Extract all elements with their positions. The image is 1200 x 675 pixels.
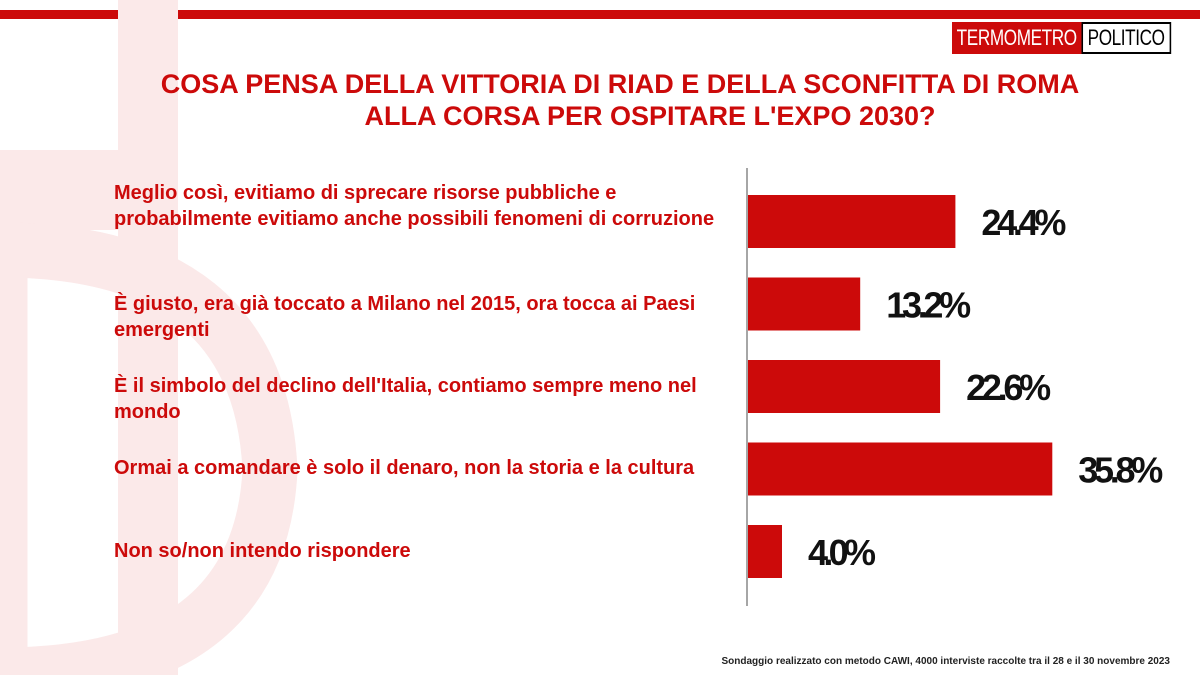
bar-3	[748, 360, 941, 413]
bar-5	[748, 525, 782, 578]
bar-2	[748, 277, 861, 331]
background-logo-watermark	[0, 0, 298, 675]
chart-title: COSA PENSA DELLA VITTORIA DI RIAD E DELL…	[80, 68, 1160, 132]
answer-label-4: Ormai a comandare è solo il denaro, non …	[114, 457, 695, 479]
title-line-1: COSA PENSA DELLA VITTORIA DI RIAD E DELL…	[160, 69, 1080, 99]
bar-value-label-2: 13.2%	[886, 285, 971, 326]
logo-part-2: POLITICO	[1081, 22, 1171, 54]
bar-value-label-3: 22.6%	[966, 367, 1051, 408]
bar-chart: 24.4% 13.2% 22.6% 35.8% 4.0%	[746, 168, 1163, 606]
logo-part-1: TERMOMETRO	[952, 22, 1082, 54]
answer-label-5: Non so/non intendo rispondere	[114, 540, 411, 562]
answer-label-3: È il simbolo del declino dell'Italia, co…	[114, 375, 697, 423]
bar-4	[748, 442, 1053, 496]
survey-footnote: Sondaggio realizzato con metodo CAWI, 40…	[721, 656, 1171, 667]
termometro-politico-logo: TERMOMETRO POLITICO	[952, 22, 1171, 54]
title-line-2: ALLA CORSA PER OSPITARE L'EXPO 2030?	[364, 101, 936, 131]
bar-value-label-5: 4.0%	[808, 532, 876, 573]
top-red-bar	[0, 10, 1200, 19]
bar-1	[748, 195, 956, 248]
bar-value-label-1: 24.4%	[981, 202, 1066, 243]
answer-label-1: Meglio così, evitiamo di sprecare risors…	[114, 182, 715, 230]
bar-value-label-4: 35.8%	[1078, 450, 1163, 491]
answer-label-2: È giusto, era già toccato a Milano nel 2…	[114, 293, 696, 341]
